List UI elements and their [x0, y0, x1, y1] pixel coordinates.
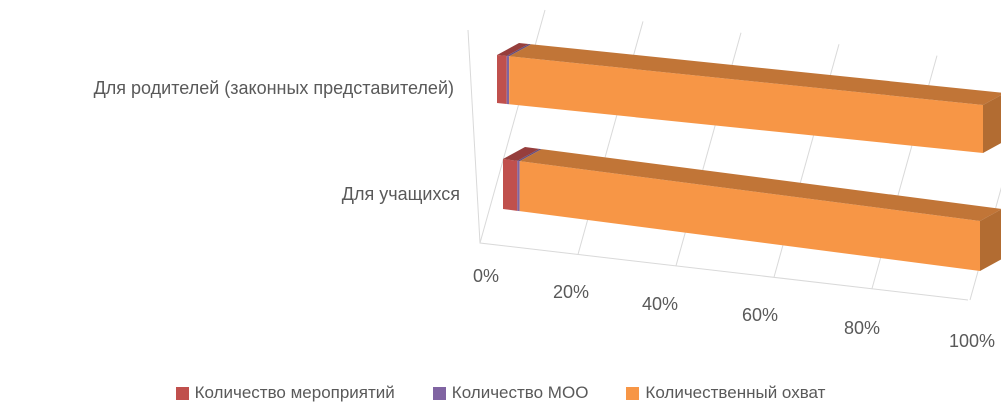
legend-item: Количественный охват [626, 381, 825, 405]
x-tick-label: 100% [949, 331, 995, 351]
bar-segment-top [503, 147, 540, 161]
bar-segment-top [519, 149, 1001, 221]
bar-segment-side [983, 95, 1001, 153]
legend-swatch [626, 386, 640, 400]
legend-label: Количество МОО [451, 383, 589, 402]
bar-segment-side [980, 209, 1001, 271]
bar-segment [506, 56, 510, 105]
x-tick-label: 0% [473, 266, 499, 286]
x-tick-label: 80% [844, 318, 880, 338]
legend-label: Количество мероприятий [194, 383, 395, 402]
bar-segment-top [517, 148, 542, 162]
x-tick-label: 60% [742, 305, 778, 325]
category-label: Для родителей (законных представителей) [94, 78, 454, 98]
x-tick-label: 20% [553, 282, 589, 302]
bar-segment [497, 55, 507, 104]
bar-segment [519, 161, 980, 271]
bar-segment-top [497, 43, 529, 56]
legend-item: Количество МОО [432, 381, 589, 405]
x-tick-label: 40% [642, 294, 678, 314]
legend-label: Количественный охват [645, 383, 826, 402]
bar-segment [509, 56, 983, 153]
legend: Количество мероприятий Количество МОО Коли… [0, 381, 1001, 405]
legend-item: Количество мероприятий [175, 381, 395, 405]
legend-swatch [432, 386, 446, 400]
chart-canvas: 0% 20% 40% 60% 80% 100% Для учащихся Для родите… [94, 9, 1001, 351]
bar-segment-top [506, 44, 532, 57]
category-label: Для учащихся [342, 184, 460, 204]
bar-segment [503, 159, 518, 211]
bar-segment-top [509, 44, 1001, 105]
legend-swatch [175, 386, 189, 400]
bar-segment [517, 160, 520, 212]
